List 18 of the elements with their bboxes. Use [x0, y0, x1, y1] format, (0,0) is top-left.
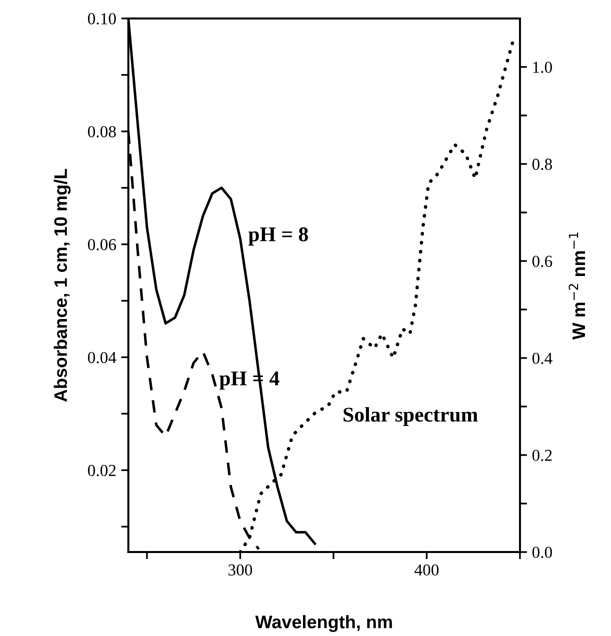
y2-tick-label: 0.4: [532, 352, 552, 364]
y2-tick-label: 0.2: [532, 450, 552, 462]
x-axis-title: Wavelength, nm: [255, 615, 392, 632]
y2-axis-title: W m$^{−2}$ nm$^{−1}$: [568, 232, 585, 340]
y-tick-label: 0.08: [88, 126, 116, 138]
y-tick-label: 0.06: [88, 239, 116, 250]
x-tick-label: 300: [228, 564, 252, 576]
y-axis-title: Absorbance, 1 cm, 10 mg/L: [54, 168, 71, 402]
y-tick-label: 0.02: [88, 464, 116, 476]
y2-tick-label: 0.0: [532, 546, 552, 558]
y2-tick-label: 0.6: [532, 256, 552, 268]
series-label: Solar spectrum: [344, 407, 478, 426]
y-tick-label: 0.10: [88, 13, 116, 24]
y-tick-label: 0.04: [88, 352, 116, 364]
x-tick-label: 400: [414, 564, 439, 576]
y2-tick-label: 1.0: [533, 62, 552, 73]
y2-tick-label: 0.8: [532, 158, 552, 170]
series-label: pH = 8: [248, 227, 308, 246]
